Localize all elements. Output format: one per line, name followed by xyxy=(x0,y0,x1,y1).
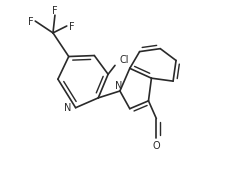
Text: N: N xyxy=(64,103,71,113)
Text: F: F xyxy=(68,22,74,32)
Text: F: F xyxy=(27,17,33,27)
Text: O: O xyxy=(152,141,159,151)
Text: Cl: Cl xyxy=(119,55,129,66)
Text: N: N xyxy=(115,81,122,91)
Text: F: F xyxy=(52,6,57,16)
